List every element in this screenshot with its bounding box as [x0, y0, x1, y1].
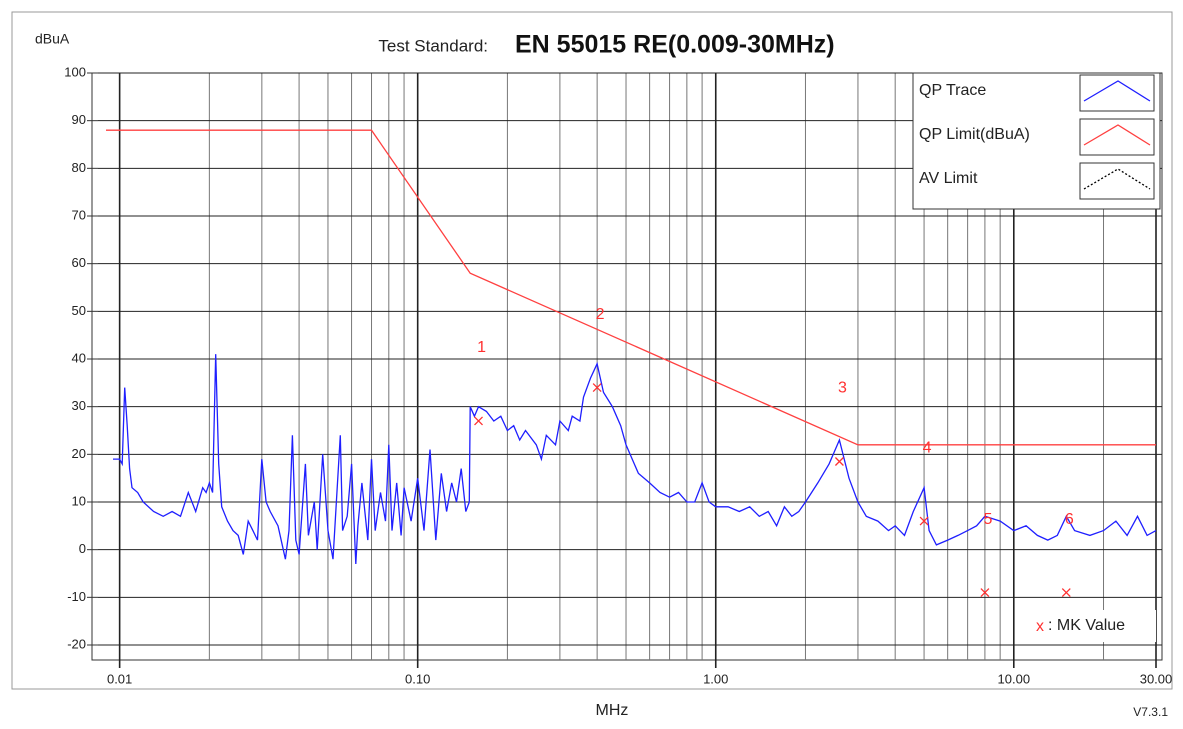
marker: [474, 416, 483, 426]
x-tick-label: 30.00: [1140, 671, 1173, 686]
marker-legend-box: [1026, 610, 1156, 642]
title-label: Test Standard:: [378, 36, 488, 55]
marker: [834, 457, 844, 466]
series-line: [106, 129, 1156, 446]
legend-swatch: [1083, 80, 1151, 102]
marker-label: 1: [477, 339, 486, 356]
legend-swatch-box: [1079, 118, 1155, 156]
x-tick-label: 0.10: [405, 671, 430, 686]
legend-label: QP Trace: [919, 82, 986, 99]
legend-swatch: [1083, 168, 1151, 190]
legend-swatch-box: [1079, 74, 1155, 112]
y-axis-label: dBuA: [35, 31, 70, 47]
series-line: [113, 354, 1157, 565]
x-tick-label: 0.01: [107, 671, 132, 686]
y-tick-label: 30: [72, 398, 86, 413]
marker-label: 5: [983, 511, 992, 528]
marker-label: 2: [596, 306, 605, 323]
x-axis-label: MHz: [596, 702, 629, 719]
marker: [1061, 588, 1071, 598]
y-tick-label: 40: [72, 350, 86, 365]
marker-label: 3: [838, 380, 847, 397]
legend-label: AV Limit: [919, 170, 978, 187]
marker-legend-symbol: x: [1036, 618, 1044, 635]
x-tick-label: 10.00: [998, 671, 1031, 686]
version: V7.3.1: [1133, 705, 1168, 719]
y-tick-label: 80: [72, 160, 86, 175]
x-tick-label: 1.00: [703, 671, 728, 686]
y-tick-label: 10: [72, 493, 86, 508]
y-tick-label: 100: [64, 64, 86, 79]
y-tick-label: 20: [72, 446, 86, 461]
marker-label: 6: [1065, 511, 1074, 528]
marker: [919, 516, 929, 526]
marker-legend-text: : MK Value: [1048, 617, 1125, 634]
y-tick-label: 90: [72, 112, 86, 127]
y-tick-label: 60: [72, 255, 86, 270]
y-tick-label: 70: [72, 207, 86, 222]
y-tick-label: -10: [67, 589, 86, 604]
y-tick-label: 0: [79, 541, 86, 556]
marker: [980, 588, 990, 598]
legend-swatch-box: [1079, 162, 1155, 200]
legend-label: QP Limit(dBuA): [919, 126, 1030, 143]
marker: [592, 383, 602, 393]
y-tick-label: 50: [72, 303, 86, 318]
legend-swatch: [1083, 124, 1151, 146]
chart-title: EN 55015 RE(0.009-30MHz): [515, 31, 835, 59]
y-tick-label: -20: [67, 636, 86, 651]
marker-label: 4: [923, 439, 932, 456]
